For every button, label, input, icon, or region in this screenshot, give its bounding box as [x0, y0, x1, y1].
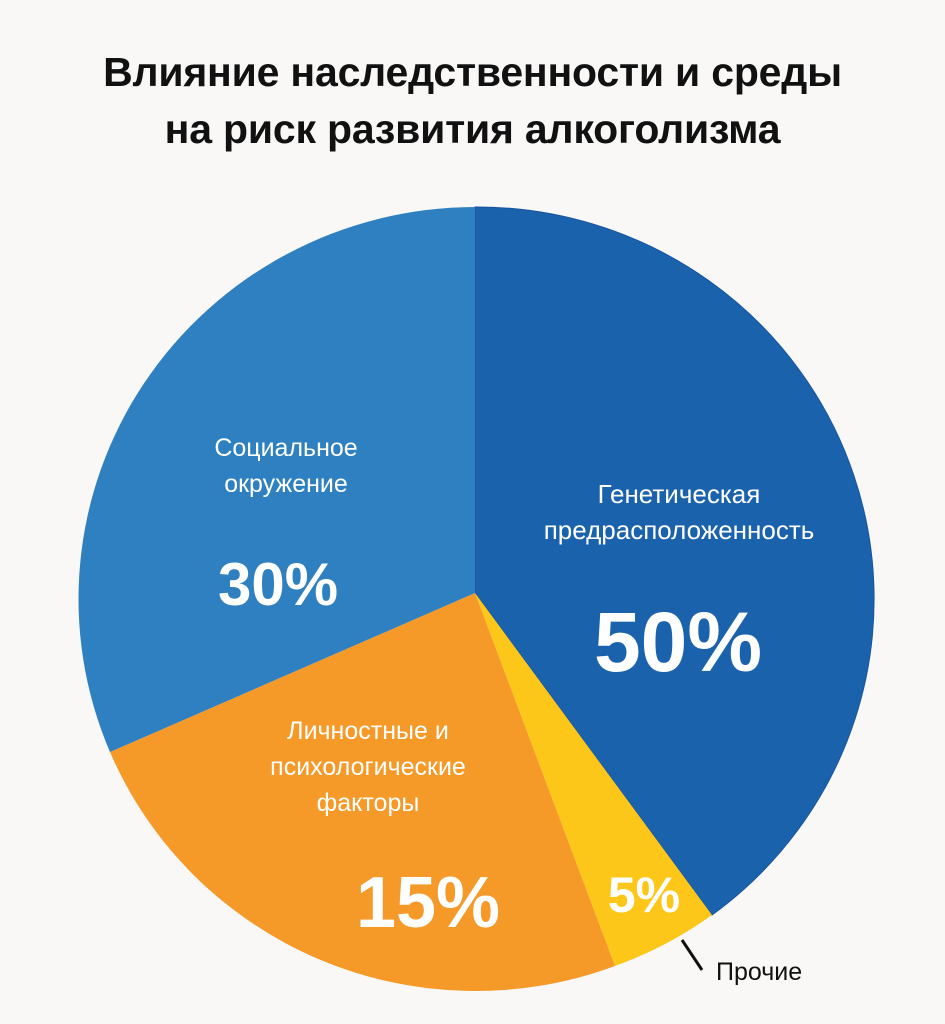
- title-line-1: Влияние наследственности и среды: [103, 49, 842, 95]
- slice-personal[interactable]: [110, 593, 615, 991]
- slice-genetic[interactable]: [474, 206, 875, 916]
- label-genetic-line2: предрасположенность: [543, 515, 815, 545]
- label-social-line2: окружение: [224, 470, 348, 498]
- label-other: Прочие: [716, 958, 803, 986]
- label-personal: Личностные и психологические факторы: [270, 713, 466, 821]
- callout-line-other: [680, 939, 704, 971]
- chart-title: Влияние наследственности и среды на риск…: [0, 44, 945, 158]
- pct-other: 5%: [607, 867, 681, 923]
- label-social: Социальное окружение: [214, 430, 357, 502]
- label-personal-line2: психологические: [270, 753, 466, 781]
- slice-social[interactable]: [78, 207, 476, 752]
- pct-social: 30%: [217, 551, 339, 618]
- label-personal-line1: Личностные и: [287, 717, 449, 745]
- pct-genetic: 50%: [593, 595, 763, 689]
- label-personal-line3: факторы: [316, 789, 420, 817]
- label-genetic-line1: Генетическая: [597, 479, 761, 509]
- pct-personal: 15%: [355, 863, 501, 943]
- slice-other[interactable]: [475, 593, 712, 966]
- title-line-2: на риск развития алкоголизма: [164, 106, 781, 152]
- label-genetic: Генетическая предрасположенность: [544, 476, 815, 548]
- label-social-line1: Социальное: [214, 434, 358, 462]
